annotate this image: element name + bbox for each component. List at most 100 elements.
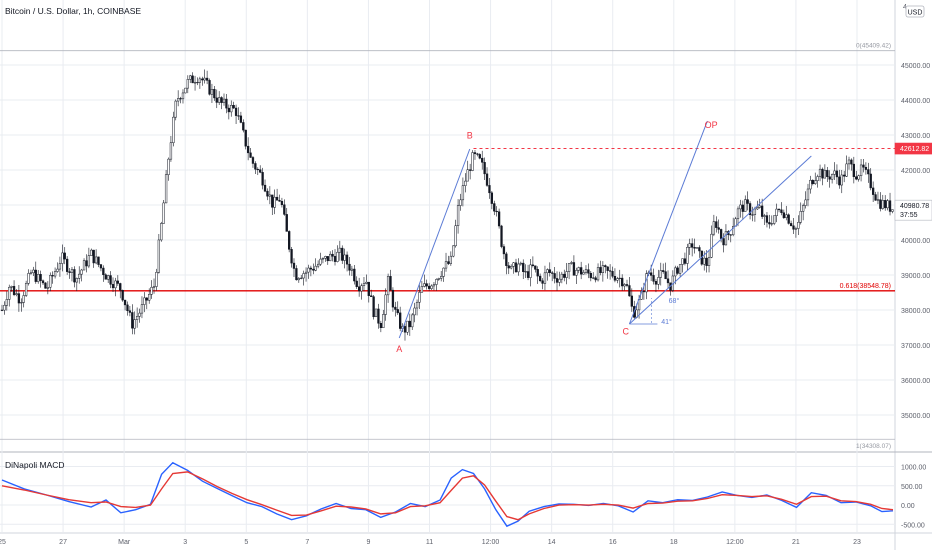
price-tick-label: 35000.00	[901, 413, 930, 420]
price-tick-label: 42000.00	[901, 168, 930, 175]
time-tick-label: 12:00	[726, 539, 744, 546]
candle-body	[373, 297, 375, 317]
candle-body	[25, 283, 27, 295]
price-tick-label: 45000.00	[901, 63, 930, 70]
candle-body	[390, 276, 392, 290]
candle-body	[435, 279, 437, 284]
candle-body	[1, 310, 3, 311]
candle-body	[851, 160, 853, 164]
macd-tick-label: 0.00	[901, 503, 915, 510]
candle-body	[809, 180, 811, 189]
candle-body	[491, 193, 493, 204]
candle-body	[674, 268, 676, 276]
candle-body	[288, 231, 290, 249]
candle-body	[740, 205, 742, 209]
candle-body	[486, 174, 488, 186]
candle-body	[356, 281, 358, 287]
candle-body	[660, 270, 662, 277]
candle-body	[612, 271, 614, 276]
candle-body	[98, 257, 100, 265]
candle-body	[662, 270, 664, 271]
candle-body	[156, 272, 158, 286]
trendlines[interactable]	[399, 121, 811, 338]
price-tick-label: 40000.00	[901, 238, 930, 245]
candle-body	[752, 215, 754, 216]
candle-body	[768, 222, 770, 224]
candle-body	[778, 209, 780, 210]
candle-body	[805, 200, 807, 206]
candle-body	[199, 79, 201, 82]
candle-body	[385, 295, 387, 315]
candle-body	[822, 169, 824, 178]
candle-body	[607, 267, 609, 271]
candle-body	[614, 276, 616, 280]
candle-body	[602, 266, 604, 273]
candle-body	[472, 153, 474, 171]
candle-body	[711, 234, 713, 257]
candle-body	[776, 209, 778, 216]
candle-body	[112, 284, 114, 288]
candle-body	[52, 275, 54, 276]
candle-body	[476, 154, 478, 155]
candle-body	[580, 268, 582, 275]
candle-body	[860, 165, 862, 176]
candle-body	[518, 264, 520, 272]
candle-body	[141, 305, 143, 313]
candle-body	[411, 315, 413, 327]
candle-body	[790, 223, 792, 225]
candle-body	[153, 287, 155, 288]
candle-body	[18, 294, 20, 303]
candle-body	[221, 98, 223, 103]
wave-point-label: C	[622, 327, 629, 337]
candle-body	[785, 215, 787, 218]
candle-body	[416, 302, 418, 308]
candle-body	[452, 246, 454, 256]
candle-body	[365, 282, 367, 283]
candle-body	[448, 262, 450, 264]
candle-body	[117, 281, 119, 284]
candle-body	[530, 265, 532, 278]
candle-body	[47, 287, 49, 288]
candle-body	[213, 89, 215, 98]
candle-body	[503, 247, 505, 254]
candle-body	[587, 270, 589, 274]
candle-body	[64, 253, 66, 259]
candle-body	[23, 295, 25, 302]
candle-body	[474, 153, 476, 154]
time-axis[interactable]: 25 27 Mar 3 5 7 9 11 12:00 14 16 18 12:00 21 23	[0, 539, 861, 546]
candle-body	[66, 259, 68, 272]
price-tick-label: 44000.00	[901, 98, 930, 105]
candle-body	[129, 311, 131, 313]
currency-badge[interactable]: USD	[906, 6, 924, 17]
candle-body	[414, 308, 416, 315]
candle-body	[737, 209, 739, 219]
macd-tick-label: -500.00	[901, 522, 925, 529]
angle-label: 68°	[669, 297, 680, 305]
candle-body	[551, 273, 553, 274]
candle-body	[45, 283, 47, 288]
candle-body	[337, 252, 339, 261]
candle-body	[867, 170, 869, 174]
candle-body	[317, 264, 319, 266]
candle-body	[590, 273, 592, 278]
signal-line	[2, 472, 893, 520]
candle-body	[532, 265, 534, 266]
candle-body	[841, 175, 843, 185]
candle-body	[346, 255, 348, 264]
candle-body	[665, 272, 667, 279]
candle-body	[846, 164, 848, 176]
candle-body	[281, 201, 283, 204]
candle-body	[513, 263, 515, 267]
candle-body	[204, 78, 206, 80]
candle-body	[812, 180, 814, 184]
candle-body	[467, 170, 469, 181]
candle-body	[218, 98, 220, 103]
candle-body	[271, 195, 273, 207]
macd-axis[interactable]: -500.00 0.00 500.00 1000.00	[901, 465, 926, 530]
candle-body	[759, 206, 761, 208]
candle-body	[324, 256, 326, 258]
candle-body	[484, 162, 486, 174]
candle-body	[194, 83, 196, 84]
candle-body	[498, 212, 500, 226]
